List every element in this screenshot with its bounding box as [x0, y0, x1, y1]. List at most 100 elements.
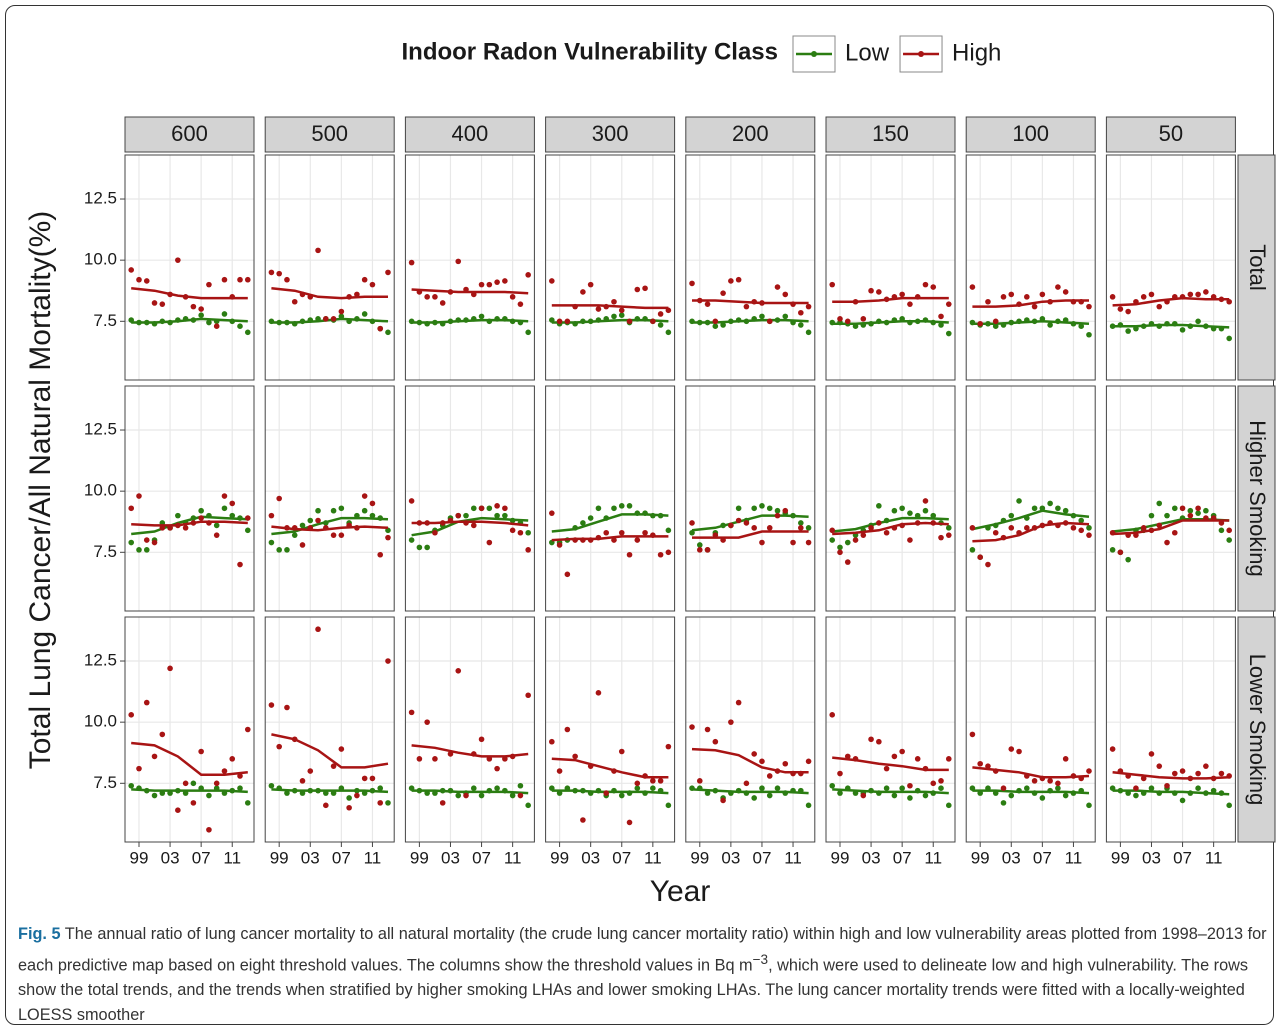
caption-text: The annual ratio of lung cancer mortalit… — [18, 925, 1267, 975]
point — [1031, 778, 1038, 784]
panel-border — [965, 616, 1096, 843]
point — [720, 522, 726, 529]
row-strip-label: Lower Smoking — [1245, 654, 1270, 806]
point — [244, 276, 251, 283]
point — [891, 753, 898, 760]
panel-border — [545, 154, 676, 381]
column-strip — [404, 116, 535, 153]
point — [1179, 505, 1186, 512]
point — [291, 320, 298, 327]
point — [1008, 319, 1015, 326]
x-tick-label: 11 — [924, 848, 942, 867]
point — [299, 542, 306, 548]
panel — [265, 155, 395, 380]
point — [720, 322, 726, 328]
point — [307, 517, 314, 524]
point — [564, 571, 571, 578]
point — [175, 257, 181, 263]
point — [1210, 325, 1217, 332]
point — [829, 527, 836, 534]
point — [424, 544, 430, 551]
panel-border — [545, 385, 676, 612]
point — [1086, 532, 1092, 538]
point — [244, 515, 251, 521]
point — [1140, 323, 1147, 329]
point — [136, 547, 142, 553]
point — [1218, 325, 1225, 332]
point — [665, 549, 672, 556]
point — [564, 785, 571, 791]
point — [657, 322, 664, 328]
point — [1133, 792, 1139, 799]
point — [221, 493, 228, 499]
point — [549, 278, 555, 284]
point — [206, 826, 212, 833]
point — [844, 559, 851, 565]
point — [595, 306, 602, 312]
point — [696, 547, 703, 553]
point — [509, 527, 516, 534]
point — [735, 276, 742, 283]
point — [883, 785, 890, 791]
point — [945, 802, 952, 809]
point — [151, 320, 158, 327]
point — [1117, 306, 1124, 312]
point — [1086, 303, 1092, 310]
point — [486, 505, 493, 512]
point — [291, 787, 298, 794]
point — [354, 512, 360, 519]
point — [945, 532, 952, 538]
point — [689, 280, 695, 287]
point — [1156, 303, 1163, 310]
point — [595, 534, 602, 541]
x-tick-label: 07 — [612, 848, 631, 867]
point — [1016, 498, 1022, 504]
point — [221, 276, 228, 283]
point — [1016, 748, 1022, 755]
point — [1070, 512, 1077, 519]
point — [759, 300, 765, 306]
point — [151, 753, 158, 760]
point — [969, 319, 976, 326]
point — [712, 738, 719, 745]
point — [1226, 527, 1232, 534]
point — [268, 318, 275, 325]
point — [175, 807, 181, 814]
point — [377, 800, 384, 806]
point — [1000, 322, 1007, 328]
point — [1179, 294, 1186, 300]
point — [1031, 505, 1038, 512]
point — [455, 668, 462, 674]
point — [502, 787, 508, 794]
smooth-line — [131, 520, 248, 527]
panel-border — [825, 154, 956, 381]
point — [439, 520, 446, 526]
point — [860, 316, 867, 322]
x-tick-label: 99 — [1111, 848, 1130, 867]
point — [876, 790, 882, 796]
point — [751, 795, 757, 801]
point — [229, 756, 236, 762]
point — [805, 303, 812, 310]
point — [1171, 505, 1178, 512]
point — [424, 790, 430, 796]
point — [907, 301, 913, 307]
point — [151, 539, 158, 546]
panel — [125, 386, 254, 611]
smooth-line — [411, 516, 529, 537]
point — [1140, 294, 1147, 300]
point — [1039, 316, 1046, 322]
point — [213, 318, 220, 325]
smooth-line — [411, 288, 529, 295]
point — [1078, 298, 1085, 305]
point — [852, 323, 859, 329]
smooth-line — [691, 788, 809, 795]
x-axis-label: Year — [650, 875, 711, 908]
point — [416, 756, 423, 762]
point — [1226, 773, 1232, 779]
point — [626, 819, 633, 826]
panel-border — [264, 154, 395, 381]
smooth-line — [692, 318, 809, 324]
point — [525, 802, 531, 809]
smooth-line — [551, 513, 669, 533]
